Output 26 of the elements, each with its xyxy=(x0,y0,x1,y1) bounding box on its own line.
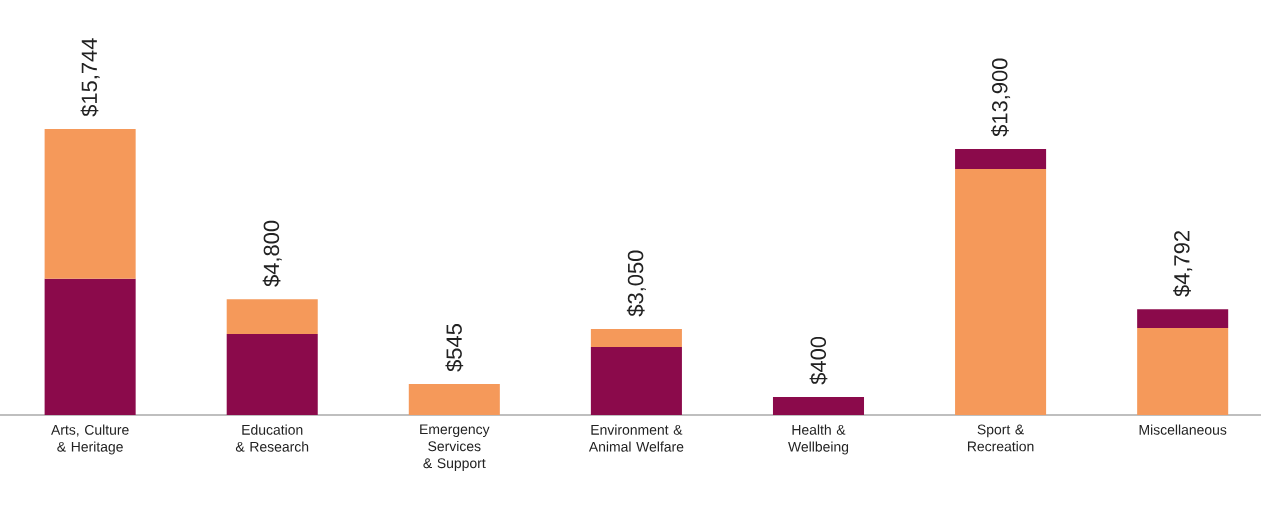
bar xyxy=(44,278,136,415)
bar xyxy=(590,346,682,415)
bar xyxy=(1137,328,1229,415)
bar xyxy=(955,169,1047,415)
bar xyxy=(408,384,500,415)
annotation: $4,792 xyxy=(1173,231,1193,297)
bar xyxy=(1137,309,1229,329)
x-tick-label: Miscellaneous xyxy=(1139,424,1227,435)
bar xyxy=(772,396,865,415)
bar xyxy=(955,149,1047,170)
bar xyxy=(226,299,318,335)
text: $15,744 xyxy=(80,38,100,117)
bar xyxy=(226,334,318,415)
x-tick-label: Health & Wellbeing xyxy=(788,424,849,455)
x-tick-label: Emergency Services & Support xyxy=(420,424,490,471)
annotation: $400 xyxy=(809,336,828,385)
x-tick-label: Environment & Animal Welfare xyxy=(588,424,684,452)
annotation: $545 xyxy=(445,324,464,372)
annotation: $3,050 xyxy=(626,250,646,317)
x-tick-label: Education & Research xyxy=(235,424,309,452)
x-tick-label: Sport & Recreation xyxy=(968,424,1034,452)
bar xyxy=(44,128,136,279)
bar xyxy=(590,328,682,347)
annotation: $13,900 xyxy=(991,58,1011,137)
annotation: $4,800 xyxy=(262,220,282,287)
x-tick-label: Arts, Culture & Heritage xyxy=(51,424,129,455)
